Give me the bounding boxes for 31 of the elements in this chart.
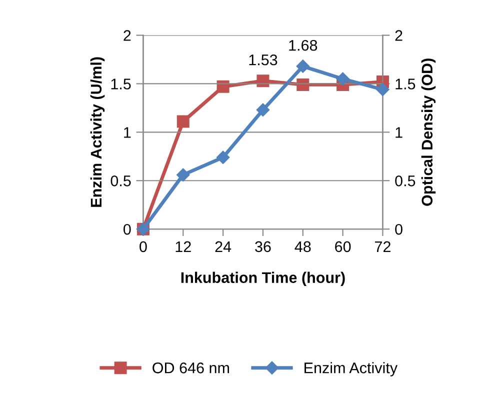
point: [176, 115, 190, 128]
y2-tick-label: 1: [396, 127, 402, 138]
x-tick-label: 72: [375, 241, 390, 252]
y2-axis-title: Optical Density (OD): [421, 58, 436, 206]
point: [376, 82, 390, 96]
legend-label: Enzim Activity: [304, 362, 398, 376]
legend-label: OD 646 nm: [152, 362, 229, 374]
y2-tick-label: 1.5: [396, 78, 416, 90]
x-tick-label: 12: [176, 241, 191, 252]
y-tick-label: 0: [124, 224, 131, 235]
data-label: 1.53: [249, 54, 278, 66]
y2-tick-label: 2: [395, 30, 402, 41]
y2-tick-label: 0: [395, 224, 402, 235]
point: [336, 72, 350, 86]
point: [176, 168, 190, 182]
y-tick-label: 1.5: [111, 78, 131, 90]
data-label: 1.68: [289, 40, 318, 51]
y-axis-title: Enzim Activity (U/ml): [90, 57, 105, 207]
x-tick-label: 36: [255, 241, 271, 252]
y-tick-label: 1: [124, 127, 131, 138]
y2-tick-label: 0.5: [395, 175, 416, 186]
x-tick-label: 60: [335, 241, 351, 252]
x-tick-label: 24: [215, 241, 232, 252]
point: [296, 60, 310, 73]
x-tick-label: 0: [140, 241, 147, 252]
y-tick-label: 0.5: [110, 175, 131, 186]
point: [256, 103, 270, 116]
x-tick-label: 48: [294, 241, 311, 252]
point: [216, 150, 230, 164]
x-axis-title: Inkubation Time (hour): [181, 272, 345, 286]
y-tick-label: 2: [124, 30, 131, 41]
